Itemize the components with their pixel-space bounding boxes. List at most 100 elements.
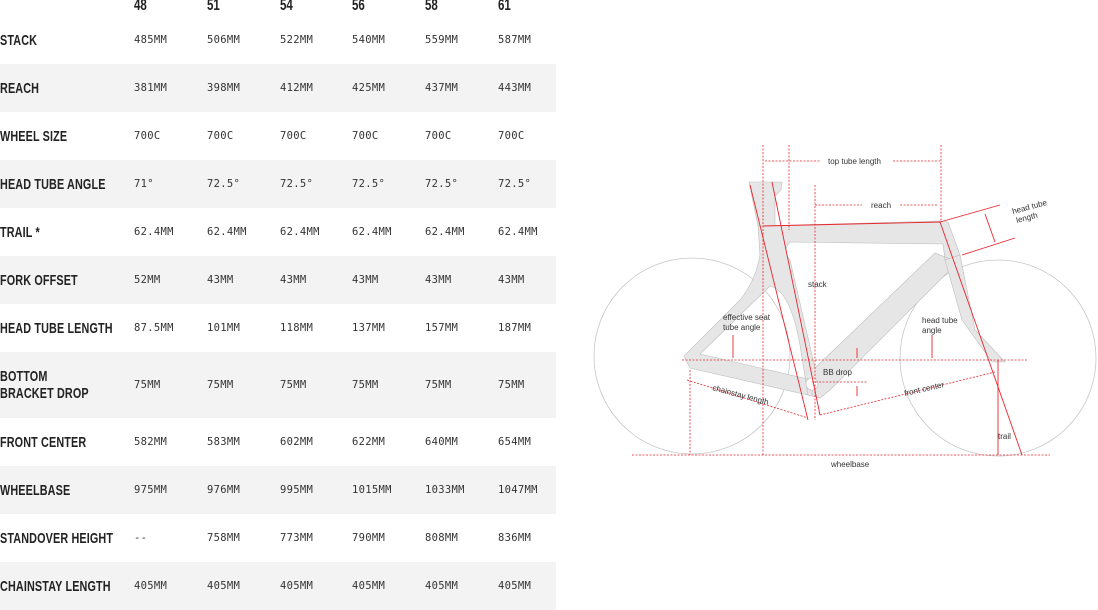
table-cell: 654MM (498, 436, 532, 448)
table-cell: 75MM (498, 379, 525, 391)
table-cell: 622MM (352, 436, 386, 448)
table-cell: 405MM (207, 580, 241, 592)
table-cell: 587MM (498, 34, 532, 46)
stack-label: stack (808, 280, 828, 289)
table-row: WHEEL SIZE 700C 700C 700C 700C 700C 700C (0, 112, 556, 160)
seat-angle-label-2: tube angle (723, 323, 761, 332)
rear-wheel (593, 257, 791, 455)
table-row: HEAD TUBE ANGLE 71° 72.5° 72.5° 72.5° 72.5° 72… (0, 160, 556, 208)
top-tube-length-label: top tube length (828, 157, 881, 166)
table-cell: 405MM (498, 580, 532, 592)
front-center-label: front center (903, 380, 945, 398)
row-label: HEAD TUBE ANGLE (0, 175, 106, 193)
table-cell: 72.5° (280, 178, 314, 190)
table-cell: 405MM (280, 580, 314, 592)
table-row: STANDOVER HEIGHT -- 758MM 773MM 790MM 808MM 83… (0, 514, 556, 562)
row-label: FORK OFFSET (0, 271, 78, 289)
table-cell: 75MM (134, 379, 161, 391)
table-cell: 75MM (425, 379, 452, 391)
table-cell: 43MM (207, 274, 234, 286)
table-cell: 62.4MM (425, 226, 465, 238)
table-cell: 72.5° (425, 178, 459, 190)
table-cell: 1015MM (352, 484, 392, 496)
seat-angle-label-1: effective seat (723, 313, 771, 322)
table-cell: 75MM (207, 379, 234, 391)
row-label: WHEEL SIZE (0, 127, 68, 145)
table-cell: 700C (498, 130, 525, 142)
table-cell: 506MM (207, 34, 241, 46)
bb-drop-label: BB drop (823, 368, 852, 377)
bike-geometry-diagram: top tube length reach head tube length s… (593, 145, 1097, 469)
table-cell: 43MM (498, 274, 525, 286)
row-label: WHEELBASE (0, 481, 71, 499)
table-cell: 52MM (134, 274, 161, 286)
table-cell: 522MM (280, 34, 314, 46)
table-cell: 381MM (134, 82, 168, 94)
table-row: BOTTOM BRACKET DROP 75MM 75MM 75MM 75MM 75MM 7… (0, 352, 556, 418)
table-cell: 72.5° (352, 178, 386, 190)
table-cell: 405MM (425, 580, 459, 592)
table-row: WHEELBASE 975MM 976MM 995MM 1015MM 1033MM 1047… (0, 466, 556, 514)
table-row: FRONT CENTER 582MM 583MM 602MM 622MM 640MM 654… (0, 418, 556, 466)
table-cell: 43MM (352, 274, 379, 286)
table-cell: 101MM (207, 322, 241, 334)
table-cell: 808MM (425, 532, 459, 544)
table-cell: 700C (134, 130, 161, 142)
row-label: REACH (0, 79, 40, 97)
dimension-lines (632, 145, 1050, 456)
table-cell: 640MM (425, 436, 459, 448)
row-label: BOTTOM BRACKET DROP (0, 368, 89, 402)
trail-label: trail (998, 432, 1011, 441)
table-cell: 583MM (207, 436, 241, 448)
table-cell: 62.4MM (207, 226, 247, 238)
row-label: CHAINSTAY LENGTH (0, 577, 111, 595)
row-label: HEAD TUBE LENGTH (0, 319, 113, 337)
table-cell: 187MM (498, 322, 532, 334)
table-cell: 437MM (425, 82, 459, 94)
table-cell: 700C (207, 130, 234, 142)
size-header: 61 (498, 0, 511, 14)
row-label: FRONT CENTER (0, 433, 87, 451)
table-cell: 540MM (352, 34, 386, 46)
row-label: STACK (0, 31, 38, 49)
table-cell: 62.4MM (498, 226, 538, 238)
table-cell: 43MM (425, 274, 452, 286)
table-cell: 559MM (425, 34, 459, 46)
table-row: FORK OFFSET 52MM 43MM 43MM 43MM 43MM 43MM (0, 256, 556, 304)
geometry-table: 48 51 54 56 58 61 STACK 485MM 506MM 522MM 540MM 55… (0, 0, 556, 610)
table-cell: 758MM (207, 532, 241, 544)
row-label: STANDOVER HEIGHT (0, 529, 114, 547)
table-cell: 976MM (207, 484, 241, 496)
size-header: 58 (425, 0, 438, 14)
table-cell: 700C (280, 130, 307, 142)
table-cell: 72.5° (207, 178, 241, 190)
table-cell: 836MM (498, 532, 532, 544)
table-row: CHAINSTAY LENGTH 405MM 405MM 405MM 405MM 405M… (0, 562, 556, 610)
table-cell: 790MM (352, 532, 386, 544)
table-cell: 443MM (498, 82, 532, 94)
head-tube-angle-label-2: angle (922, 326, 942, 335)
chainstay-length-label: chainstay length (711, 383, 769, 407)
table-cell: 398MM (207, 82, 241, 94)
table-cell: 71° (134, 178, 154, 190)
table-cell: 1033MM (425, 484, 465, 496)
size-header: 48 (134, 0, 147, 14)
table-cell: 43MM (280, 274, 307, 286)
table-cell: 157MM (425, 322, 459, 334)
table-cell: 62.4MM (352, 226, 392, 238)
front-wheel (899, 259, 1097, 457)
table-cell: 118MM (280, 322, 314, 334)
table-cell: 72.5° (498, 178, 532, 190)
size-header: 51 (207, 0, 220, 14)
wheelbase-label: wheelbase (830, 460, 870, 469)
table-cell: 137MM (352, 322, 386, 334)
table-cell: 62.4MM (280, 226, 320, 238)
table-cell: 975MM (134, 484, 168, 496)
head-tube-angle-label-1: head tube (922, 316, 958, 325)
table-cell: 75MM (352, 379, 379, 391)
table-cell: 700C (425, 130, 452, 142)
row-label: TRAIL * (0, 223, 40, 241)
table-cell: -- (134, 532, 148, 544)
table-cell: 405MM (352, 580, 386, 592)
table-row: TRAIL * 62.4MM 62.4MM 62.4MM 62.4MM 62.4MM 62.… (0, 208, 556, 256)
